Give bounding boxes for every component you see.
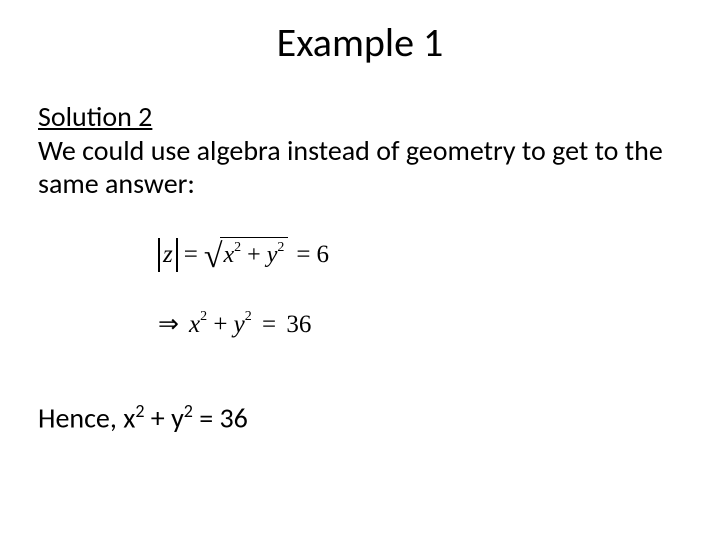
equals-3: = (258, 311, 280, 338)
var-x-2: x (189, 311, 200, 338)
exp-y: 2 (277, 240, 284, 255)
slide-body: Solution 2 We could use algebra instead … (38, 100, 682, 435)
expr-2: x2 + y2 = 36 (189, 310, 311, 340)
plus-2: + (213, 311, 227, 338)
rhs-value: 6 (316, 240, 329, 270)
math-line-1: z = √ x2 + y2 = 6 (158, 229, 682, 281)
conclusion-exp-y: 2 (184, 400, 193, 422)
math-block: z = √ x2 + y2 = 6 ⇒ x2 (158, 229, 682, 351)
radicand: x2 + y2 (220, 237, 289, 270)
solution-label: Solution 2 (38, 99, 152, 134)
var-y: y (267, 242, 278, 268)
abs-variable: z (160, 240, 176, 270)
result-36: 36 (286, 311, 311, 338)
conclusion-prefix: Hence, (38, 400, 123, 435)
exp-y-2: 2 (245, 309, 252, 324)
plus-1: + (247, 242, 261, 268)
intro-text: We could use algebra instead of geometry… (38, 134, 682, 201)
equals-2: = (290, 240, 316, 270)
exp-x-2: 2 (200, 309, 207, 324)
conclusion-y: y (171, 400, 184, 435)
conclusion: Hence, x2 + y2 = 36 (38, 401, 682, 435)
var-x: x (224, 242, 235, 268)
math-line-2: ⇒ x2 + y2 = 36 (158, 299, 682, 351)
slide-title: Example 1 (0, 18, 720, 67)
conclusion-plus: + (144, 400, 171, 435)
solution-heading: Solution 2 (38, 100, 682, 134)
exp-x: 2 (234, 240, 241, 255)
implies-symbol: ⇒ (158, 310, 189, 340)
sqrt: √ x2 + y2 (204, 238, 289, 272)
conclusion-eq: = (193, 400, 220, 435)
equals-1: = (178, 240, 204, 270)
slide: Example 1 Solution 2 We could use algebr… (0, 0, 720, 540)
conclusion-val: 36 (219, 400, 247, 435)
conclusion-x: x (123, 400, 135, 435)
var-y-2: y (234, 311, 245, 338)
